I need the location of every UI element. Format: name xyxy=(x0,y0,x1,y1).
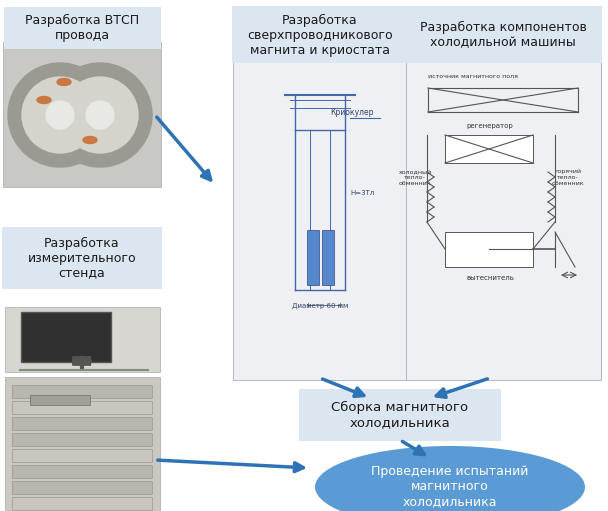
FancyBboxPatch shape xyxy=(406,60,601,380)
FancyBboxPatch shape xyxy=(307,230,319,285)
Circle shape xyxy=(8,63,112,167)
FancyBboxPatch shape xyxy=(445,232,533,267)
Text: Проведение испытаний
магнитного
холодильника: Проведение испытаний магнитного холодиль… xyxy=(371,466,529,508)
Text: регенератор: регенератор xyxy=(466,123,513,129)
FancyBboxPatch shape xyxy=(4,378,159,511)
FancyBboxPatch shape xyxy=(21,312,111,362)
Text: Криокулер: Криокулер xyxy=(330,108,373,117)
Circle shape xyxy=(22,77,98,153)
FancyBboxPatch shape xyxy=(2,227,162,289)
Ellipse shape xyxy=(57,79,71,85)
FancyBboxPatch shape xyxy=(12,433,152,446)
FancyBboxPatch shape xyxy=(299,389,501,441)
Text: Сборка магнитного
холодильника: Сборка магнитного холодильника xyxy=(331,401,469,429)
FancyArrowPatch shape xyxy=(73,357,91,365)
FancyBboxPatch shape xyxy=(12,497,152,510)
FancyBboxPatch shape xyxy=(12,465,152,478)
Circle shape xyxy=(62,77,138,153)
FancyBboxPatch shape xyxy=(12,401,152,414)
Ellipse shape xyxy=(83,136,97,144)
FancyBboxPatch shape xyxy=(445,135,533,163)
FancyBboxPatch shape xyxy=(30,395,90,405)
FancyBboxPatch shape xyxy=(232,60,407,380)
Text: горячий
тепло-
обменник: горячий тепло- обменник xyxy=(551,169,584,186)
Text: Н=3Тл: Н=3Тл xyxy=(350,190,375,196)
FancyBboxPatch shape xyxy=(4,308,159,373)
Text: источник магнитного поля: источник магнитного поля xyxy=(428,74,518,79)
FancyBboxPatch shape xyxy=(4,7,161,49)
Text: Разработка
сверхпроводникового
магнита и криостата: Разработка сверхпроводникового магнита и… xyxy=(247,13,393,57)
Text: Разработка компонентов
холодильной машины: Разработка компонентов холодильной машин… xyxy=(420,21,587,49)
Ellipse shape xyxy=(37,97,51,104)
Circle shape xyxy=(46,101,74,129)
Ellipse shape xyxy=(315,446,585,511)
FancyBboxPatch shape xyxy=(12,481,152,494)
FancyBboxPatch shape xyxy=(12,449,152,462)
FancyBboxPatch shape xyxy=(12,385,152,398)
Text: Разработка
измерительного
стенда: Разработка измерительного стенда xyxy=(28,237,136,280)
FancyBboxPatch shape xyxy=(3,42,161,188)
Circle shape xyxy=(48,63,152,167)
Text: Разработка ВТСП
провода: Разработка ВТСП провода xyxy=(25,14,139,42)
Circle shape xyxy=(86,101,114,129)
FancyBboxPatch shape xyxy=(12,417,152,430)
FancyBboxPatch shape xyxy=(232,7,409,63)
Text: холодный
тепло-
обменник: холодный тепло- обменник xyxy=(398,170,432,186)
FancyBboxPatch shape xyxy=(404,7,601,63)
FancyBboxPatch shape xyxy=(322,230,334,285)
Text: Диаметр 60 мм: Диаметр 60 мм xyxy=(292,303,348,309)
Text: вытеснитель: вытеснитель xyxy=(466,275,514,281)
